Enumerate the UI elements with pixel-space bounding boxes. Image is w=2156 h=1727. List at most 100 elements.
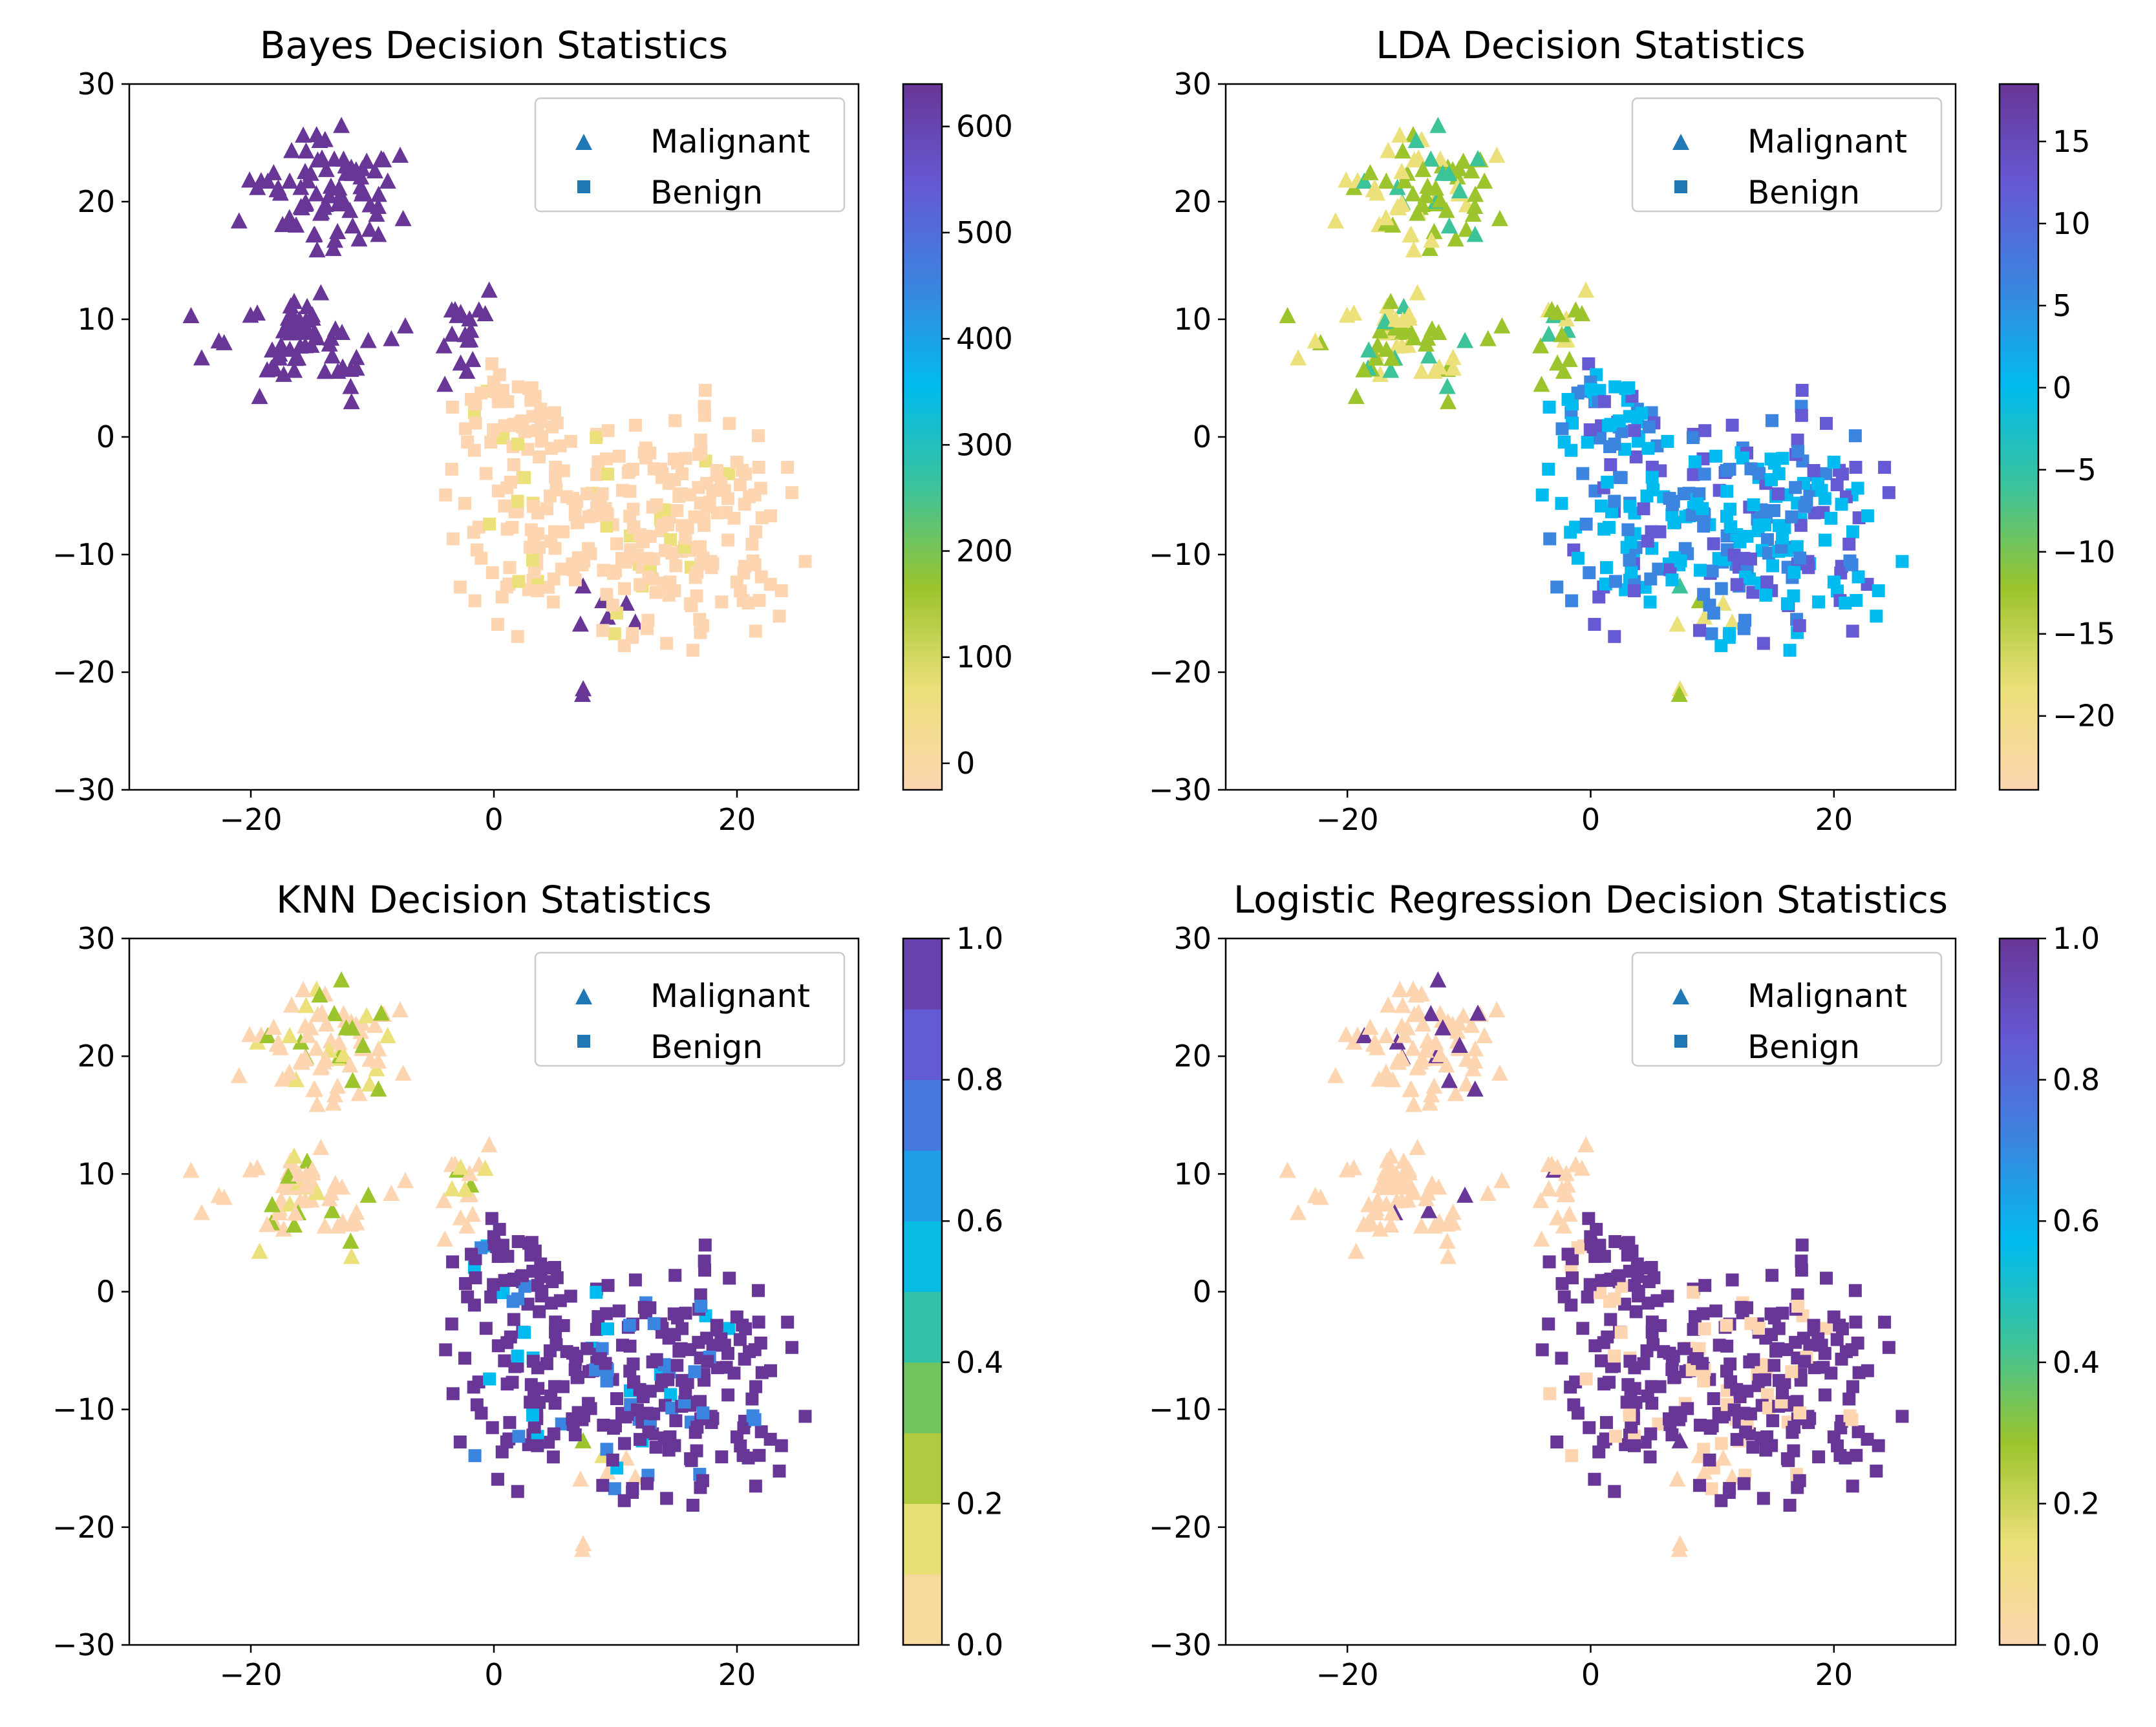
colorbar-tick-label: 1.0 — [956, 921, 1003, 956]
malignant-point — [343, 1247, 360, 1264]
benign-point — [1720, 1364, 1733, 1378]
benign-point — [1608, 1292, 1621, 1306]
x-tick-label: 0 — [1581, 802, 1600, 837]
benign-point — [1542, 462, 1555, 476]
malignant-point — [333, 971, 350, 988]
benign-point — [581, 1342, 594, 1355]
benign-point — [1808, 1361, 1821, 1375]
colorbar-segment — [903, 1150, 942, 1222]
benign-point — [1697, 588, 1711, 601]
malignant-point — [436, 1230, 454, 1247]
malignant-point — [1467, 185, 1484, 202]
benign-point — [1686, 1286, 1700, 1299]
x-tick-label: −20 — [219, 802, 282, 837]
benign-point — [503, 561, 517, 575]
benign-point — [1697, 1443, 1711, 1456]
benign-point — [1642, 1275, 1656, 1288]
malignant-point — [359, 1186, 377, 1203]
malignant-point — [265, 164, 283, 180]
benign-point — [549, 471, 562, 484]
malignant-point — [1414, 160, 1432, 177]
malignant-point — [383, 1184, 400, 1201]
benign-point — [1771, 1342, 1785, 1355]
chart-panel: Bayes Decision Statistics −20 0 20 −30 −20 −10… — [52, 23, 1013, 837]
benign-point — [458, 496, 471, 510]
chart-title: KNN Decision Statistics — [276, 878, 712, 922]
benign-point — [1736, 1306, 1749, 1320]
malignant-point — [1444, 1214, 1462, 1231]
malignant-point — [241, 171, 259, 188]
benign-point — [446, 400, 460, 414]
benign-point — [1571, 1241, 1585, 1255]
malignant-point — [1355, 1216, 1372, 1233]
malignant-point — [281, 1063, 298, 1080]
benign-point — [1685, 1363, 1699, 1377]
benign-point — [1542, 1317, 1555, 1331]
malignant-point — [292, 1192, 309, 1209]
benign-point — [618, 1437, 632, 1450]
benign-point — [1694, 1419, 1707, 1432]
malignant-point — [299, 1026, 317, 1043]
malignant-point — [317, 1015, 335, 1032]
benign-point — [1621, 523, 1635, 536]
malignant-point — [452, 1209, 469, 1225]
benign-point — [1661, 1289, 1674, 1303]
malignant-point — [1387, 310, 1405, 327]
malignant-point — [458, 363, 476, 379]
malignant-point — [1533, 376, 1550, 392]
benign-point — [593, 497, 607, 511]
benign-point — [1764, 452, 1778, 466]
y-tick-label: 10 — [1173, 1156, 1211, 1191]
malignant-point — [292, 337, 309, 354]
benign-point — [1566, 1271, 1579, 1285]
benign-point — [1730, 1433, 1744, 1446]
benign-point — [505, 1273, 518, 1287]
benign-point — [752, 1448, 766, 1462]
malignant-point — [1427, 1033, 1444, 1050]
benign-point — [1565, 1449, 1579, 1463]
benign-point — [731, 575, 744, 589]
benign-point — [1846, 1479, 1859, 1493]
benign-point — [623, 485, 637, 498]
benign-point — [445, 1317, 458, 1331]
benign-point — [1705, 1419, 1719, 1433]
benign-point — [610, 1392, 624, 1405]
benign-point — [524, 1378, 538, 1392]
benign-point — [592, 455, 605, 469]
malignant-point — [464, 1205, 482, 1222]
benign-point — [566, 1418, 580, 1432]
malignant-point — [1390, 1054, 1407, 1070]
benign-point — [1725, 1273, 1739, 1287]
benign-point — [752, 1284, 765, 1297]
benign-point — [742, 1451, 755, 1465]
x-tick-label: 0 — [1581, 1657, 1600, 1692]
legend-malignant-marker — [575, 134, 592, 150]
benign-point — [1618, 443, 1632, 456]
benign-point — [1720, 1319, 1733, 1332]
benign-point — [1724, 1375, 1738, 1388]
benign-point — [502, 577, 516, 591]
malignant-point — [1438, 1056, 1455, 1073]
legend-box — [1631, 97, 1943, 213]
benign-point — [1576, 467, 1590, 480]
benign-point — [1608, 630, 1621, 643]
y-tick-label: −10 — [52, 1392, 115, 1427]
malignant-point — [1393, 163, 1411, 180]
y-tick-label: 30 — [77, 921, 115, 956]
malignant-point — [251, 388, 268, 405]
malignant-point — [358, 153, 376, 169]
malignant-point — [326, 150, 343, 167]
colorbar-segment — [903, 1221, 942, 1292]
benign-point — [640, 622, 654, 635]
benign-point — [1694, 564, 1707, 577]
benign-point — [479, 1322, 493, 1335]
benign-point — [1785, 510, 1798, 524]
benign-point — [1653, 1380, 1667, 1393]
malignant-point — [1425, 1077, 1443, 1094]
benign-point — [647, 462, 661, 476]
benign-point — [468, 1449, 482, 1463]
malignant-point — [1405, 151, 1423, 168]
malignant-point — [308, 1039, 325, 1056]
legend-malignant-marker — [575, 988, 592, 1004]
benign-point — [1608, 438, 1621, 451]
